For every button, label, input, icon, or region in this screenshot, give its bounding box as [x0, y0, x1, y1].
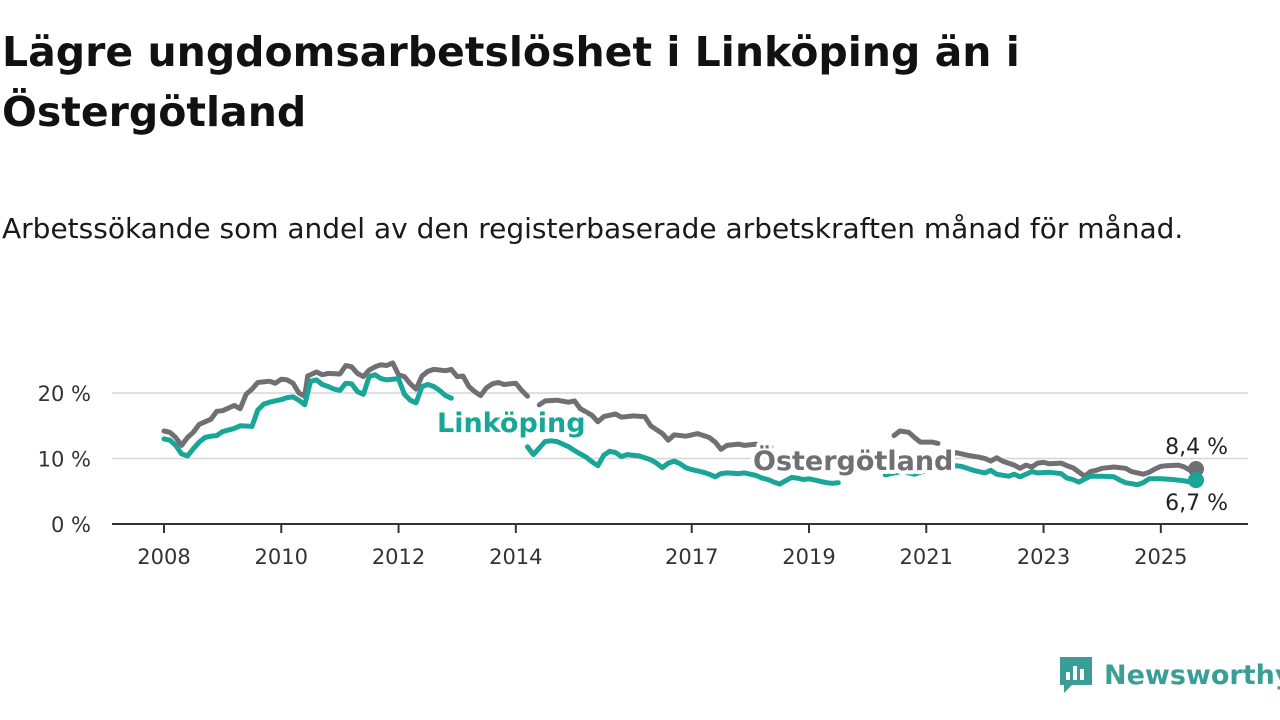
series-line--sterg-tland [859, 463, 874, 471]
brand-name: Newsworthy [1104, 659, 1280, 691]
x-tick-label: 2023 [1017, 545, 1070, 569]
series-label-halo: Linköping [437, 408, 586, 439]
series-line-link-ping [882, 466, 941, 478]
y-tick-label: 20 % [38, 382, 91, 406]
series-label-text: Linköping [437, 408, 586, 439]
x-tick-label: 2017 [665, 545, 718, 569]
bar-chart-icon [1060, 657, 1092, 693]
y-tick-label: 0 % [51, 513, 91, 537]
end-value-label: 6,7 % [1165, 491, 1228, 516]
end-point-link-ping [1188, 472, 1204, 489]
series-line--sterg-tland [891, 428, 941, 446]
y-tick-label: 10 % [38, 448, 91, 472]
x-tick-label: 2010 [255, 545, 308, 569]
series-line-link-ping [525, 438, 841, 487]
series-line--sterg-tland [161, 360, 530, 448]
x-axis: 2008 2010 2012 2014 2017 2019 2021 2023 2025 [112, 523, 1248, 569]
x-tick-label: 2025 [1134, 545, 1187, 569]
series-label-text: Östergötland [753, 444, 953, 477]
series-line--sterg-tland [794, 456, 809, 463]
series-line--sterg-tland [759, 444, 774, 451]
series-line-link-ping [944, 463, 1199, 488]
chart-title: Lägre ungdomsarbetslöshet i Linköping än… [2, 28, 1020, 136]
series-line--sterg-tland [536, 397, 759, 452]
x-tick-label: 2019 [782, 545, 835, 569]
newsworthy-logo: Newsworthy [1058, 655, 1280, 695]
x-tick-label: 2014 [489, 545, 542, 569]
end-point--sterg-tland [1188, 460, 1204, 477]
series-label-halo: Östergötland [753, 444, 953, 477]
series-line--sterg-tland [947, 450, 1199, 479]
chart-subtitle: Arbetssökande som andel av den registerb… [2, 212, 1184, 245]
series-line-link-ping [161, 372, 454, 459]
end-value-label: 8,4 % [1165, 435, 1228, 460]
x-tick-label: 2021 [900, 545, 953, 569]
series-lines [161, 360, 1204, 489]
x-tick-label: 2012 [372, 545, 425, 569]
x-tick-label: 2008 [137, 545, 190, 569]
